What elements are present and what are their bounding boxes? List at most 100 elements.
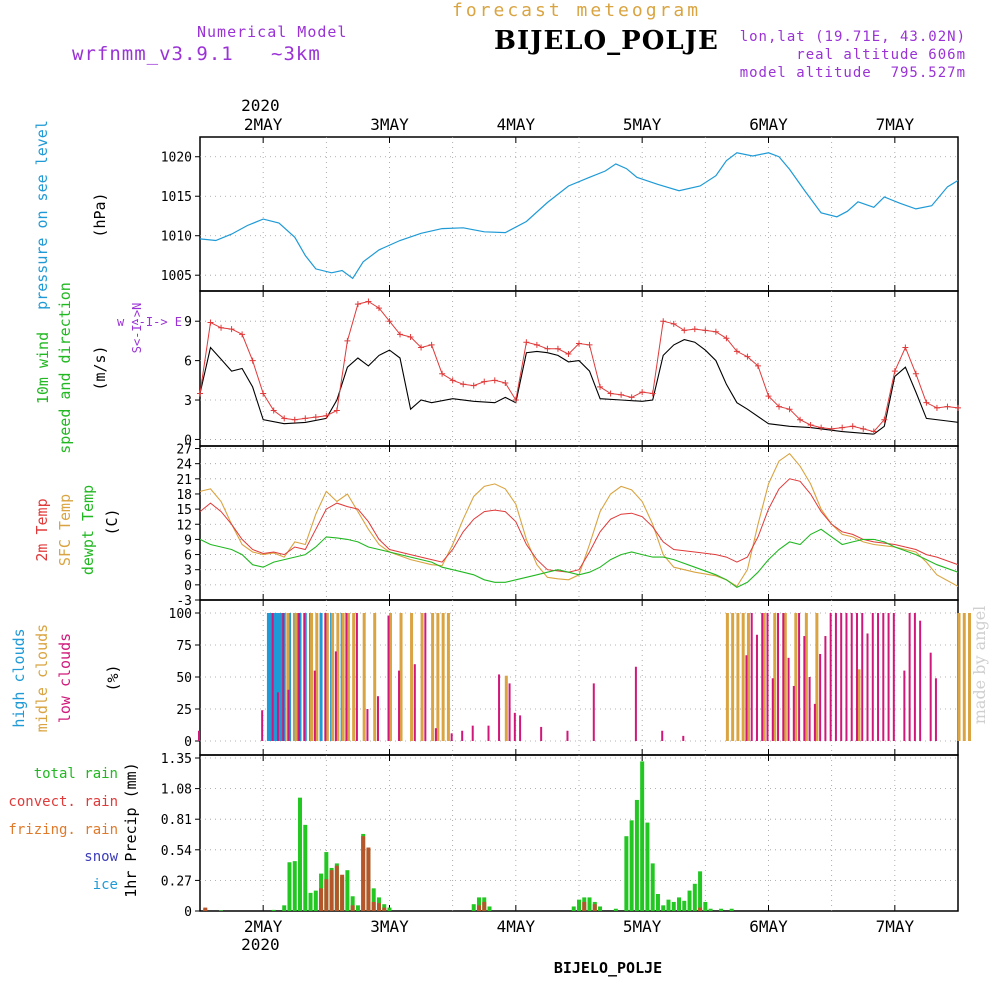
low-cloud-bar — [824, 636, 827, 741]
precip-ytick-label: 1.08 — [161, 783, 192, 798]
low-cloud-bar — [487, 725, 490, 741]
top-date-label: 2MAY — [244, 115, 283, 134]
low-cloud-bar — [471, 725, 474, 741]
precip-frame — [199, 754, 959, 912]
temp-ytick-label: 12 — [176, 518, 192, 533]
precip-unit-label: 1hr Precip (mm) — [122, 762, 140, 897]
wind-speed-marker — [197, 390, 203, 397]
wind-speed-marker — [397, 331, 404, 338]
temp-ytick-label: 6 — [184, 549, 192, 564]
total-rain-bar — [692, 883, 697, 911]
total-rain-bar — [598, 906, 603, 911]
low-cloud-bar — [450, 733, 453, 741]
low-cloud-bar — [755, 634, 758, 741]
pressure-axis-label: pressure on see level — [33, 120, 51, 310]
temp-sfc-label: SFC Temp — [56, 494, 74, 566]
convect-rain-bar — [350, 905, 355, 911]
low-cloud-bar — [282, 613, 285, 741]
top-date-label: 7MAY — [876, 115, 915, 134]
mid-cloud-bar — [294, 613, 298, 741]
wind-speed-marker — [733, 348, 740, 355]
temp-ytick-label: 9 — [184, 533, 192, 548]
low-cloud-bar — [750, 613, 753, 741]
total-rain-bar — [703, 901, 708, 911]
precip-ytick-label: 0.27 — [161, 874, 192, 889]
convect-rain-bar — [698, 907, 703, 911]
low-cloud-bar — [661, 730, 664, 741]
total-rain-bar — [687, 890, 692, 911]
total-rain-bar — [219, 910, 224, 911]
bottom-date-label: 3MAY — [370, 917, 409, 936]
wind-speed-marker — [818, 424, 825, 431]
high-cloud-bar — [295, 613, 299, 741]
wind-speed-marker — [860, 425, 867, 432]
clouds-ytick-label: 50 — [176, 671, 192, 686]
convect-rain-bar — [382, 907, 387, 911]
convect-rain-bar — [376, 903, 381, 911]
wind-speed-marker — [607, 390, 614, 397]
total-rain-bar — [629, 820, 634, 911]
low-cloud-bar — [877, 613, 880, 741]
wind-ytick-label: 0 — [184, 433, 192, 448]
clouds-ytick-label: 0 — [184, 735, 192, 750]
high-cloud-bar — [319, 613, 323, 741]
low-cloud-bar — [461, 730, 464, 741]
precip-ice-label: ice — [93, 877, 118, 893]
low-cloud-bar — [782, 613, 785, 741]
wind-speed-marker — [344, 337, 351, 344]
wind-speed-marker — [218, 324, 225, 331]
bottom-station-label: BIJELO_POLJE — [554, 959, 662, 977]
low-cloud-bar — [813, 703, 816, 741]
wind-speed-marker — [407, 333, 414, 340]
wind-speed-marker — [870, 428, 877, 435]
wind-axis-label-2: speed and direction — [56, 282, 74, 454]
wind-speed-marker — [428, 341, 435, 348]
low-cloud-bar — [777, 613, 780, 741]
wind-compass-ew: w <-I-> E — [117, 315, 182, 329]
wind-speed-marker — [260, 390, 267, 397]
low-cloud-bar — [798, 613, 801, 741]
mid-cloud-bar — [373, 613, 377, 741]
station-title: BIJELO_POLJE — [494, 26, 719, 56]
mid-cloud-bar — [746, 613, 750, 741]
wind-speed-marker — [512, 397, 519, 404]
precip-ytick-label: 0.54 — [161, 844, 192, 859]
wind-speed-marker — [681, 327, 688, 334]
wind-speed-marker — [565, 351, 572, 358]
mid-cloud-bar — [286, 613, 290, 741]
low-cloud-bar — [376, 696, 379, 741]
low-cloud-bar — [413, 664, 416, 741]
low-cloud-bar — [355, 613, 358, 741]
precip-frizing-label: frizing. rain — [8, 822, 118, 838]
wind-speed-marker — [460, 381, 467, 388]
clouds-ytick-label: 25 — [176, 703, 192, 718]
wind-speed-marker — [576, 340, 582, 347]
wind-ytick-label: 6 — [184, 355, 192, 370]
wind-gust-line — [200, 339, 958, 435]
wind-speed-marker — [660, 318, 667, 325]
mid-cloud-bar — [389, 613, 392, 741]
convect-rain-bar — [340, 874, 345, 911]
convect-rain-bar — [324, 879, 329, 911]
temp-ytick-label: 15 — [176, 503, 192, 518]
total-rain-bar — [313, 890, 318, 911]
wind-speed-marker — [228, 326, 235, 333]
low-cloud-bar — [913, 613, 916, 741]
wind-speed-marker — [839, 424, 846, 431]
temp-ytick-label: -3 — [176, 594, 192, 609]
mid-cloud-bar — [815, 613, 819, 741]
mid-cloud-bar — [362, 613, 366, 741]
low-cloud-bar — [324, 613, 327, 741]
high-cloud-bar — [266, 613, 270, 741]
low-cloud-bar — [761, 613, 764, 741]
mid-cloud-bar — [741, 613, 745, 741]
total-rain-bar — [282, 905, 287, 911]
forecast-label: forecast meteogram — [452, 0, 702, 21]
pressure-ytick-label: 1015 — [161, 190, 192, 205]
wind-speed-marker — [849, 423, 856, 430]
mid-cloud-bar — [773, 613, 777, 741]
temp-dewpt-label: dewpt Temp — [79, 485, 97, 575]
mid-cloud-bar — [731, 613, 735, 741]
low-cloud-bar — [634, 666, 637, 741]
wind-speed-marker — [281, 415, 288, 422]
